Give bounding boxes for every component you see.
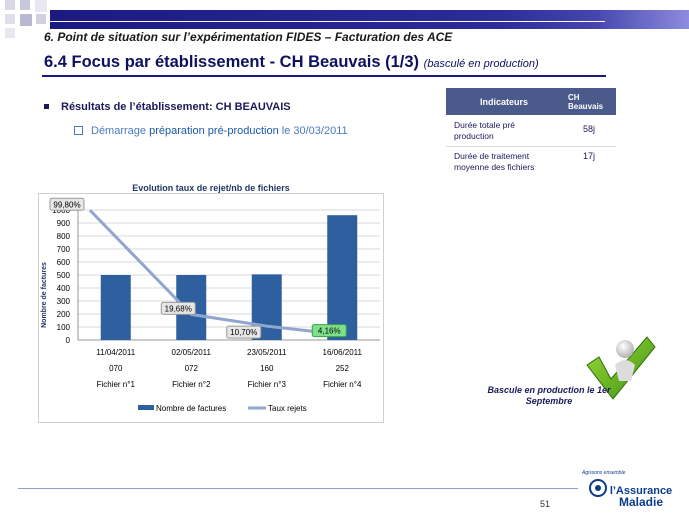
deco-square [5,0,15,10]
x-tick-date: 16/06/2011 [323,348,363,357]
deco-square [35,0,47,12]
table-row-label: Durée de traitement moyenne des fichiers [454,151,535,172]
bullet-results: Résultats de l’établissement: CH BEAUVAI… [44,101,291,113]
header-bar-line [50,21,605,22]
table-row-value: 58j [582,124,595,134]
rate-label-box [311,324,347,338]
header-bar-fade [600,10,689,29]
validation-checkmark-figure [586,336,656,400]
x-tick-code: 252 [336,364,350,373]
x-tick-date: 23/05/2011 [247,348,287,357]
x-tick-date: 02/05/2011 [172,348,212,357]
page-title: 6.4 Focus par établissement - CH Beauvai… [44,53,539,72]
page-subtitle: (basculé en production) [423,58,539,70]
x-tick-code: 072 [185,364,199,373]
start-suffix: le 30/03/2011 [278,125,348,137]
x-tick-file: Fichier n°1 [97,380,136,389]
page-title-text: 6.4 Focus par établissement - CH Beauvai… [44,53,420,71]
logo-wordmark: l’Assurance Maladie [606,485,676,509]
header-bar [50,10,689,29]
title-divider [42,75,606,77]
y-tick-label: 700 [57,245,71,254]
y-tick-label: 400 [57,284,71,293]
bullet-start-date: Démarrage préparation pré-production le … [74,125,348,137]
y-axis-label: Nombre de factures [41,262,48,328]
x-tick-file: Fichier n°3 [248,380,287,389]
logo-tagline: Agissons ensemble [582,470,626,476]
table-col-establishment: CH Beauvais [568,92,604,111]
indicator-table-header [446,88,616,115]
table-row-value: 17j [582,151,595,161]
y-tick-label: 300 [57,297,71,306]
start-highlight: préparation pré-production [149,125,279,137]
rate-label: 99,80% [53,200,80,209]
logo-line1: l’Assurance [609,485,673,497]
bar [327,215,358,340]
table-row-label: Durée totale pré production [454,120,515,141]
chart-title: Evolution taux de rejet/nb de fichiers [132,183,290,193]
x-tick-file: Fichier n°4 [323,380,362,389]
bullet-square-icon [44,103,49,109]
deco-square [20,0,30,10]
bar [100,275,131,340]
legend-bar-swatch [138,405,154,410]
y-tick-label: 600 [57,258,71,267]
deco-square [20,14,32,26]
rate-label: 19,68% [165,304,192,313]
footer-divider [18,488,578,489]
bascule-caption: Bascule en production le 1er Septembre [487,385,611,406]
y-tick-label: 900 [57,219,71,228]
legend-line-label: Taux rejets [268,404,307,413]
legend-bar-label: Nombre de factures [156,404,226,413]
rate-label: 4,16% [318,327,341,336]
logo-line2: Maladie [618,495,663,509]
deco-square [5,14,15,24]
combo-chart: 01002003004005006007008009001000Nombre d… [41,197,380,413]
rate-label-box [49,197,85,211]
rate-label-box [160,301,196,315]
chart-frame [38,193,384,423]
section-heading: 6. Point de situation sur l’expérimentat… [44,30,453,44]
rate-label-box [226,325,262,339]
x-tick-code: 160 [260,364,274,373]
x-tick-date: 11/04/2011 [96,348,135,357]
rate-line [88,209,343,337]
bullet-results-label: Résultats de l’établissement: CH BEAUVAI… [61,101,291,113]
page-number: 51 [540,499,551,509]
y-tick-label: 100 [57,323,71,332]
table-row-divider [446,146,616,147]
rate-label: 10,70% [230,328,257,337]
x-tick-file: Fichier n°2 [172,380,211,389]
y-tick-label: 800 [57,232,71,241]
deco-square [36,14,46,24]
x-tick-code: 070 [109,364,123,373]
start-prefix: Démarrage [91,125,150,137]
table-col-indicateurs: Indicateurs [479,96,528,107]
y-tick-label: 200 [57,310,71,319]
y-tick-label: 0 [66,336,71,345]
checkbox-bullet-icon [74,125,83,135]
deco-square [5,28,15,38]
assurance-maladie-logo-icon [589,479,607,497]
y-tick-label: 500 [57,271,71,280]
